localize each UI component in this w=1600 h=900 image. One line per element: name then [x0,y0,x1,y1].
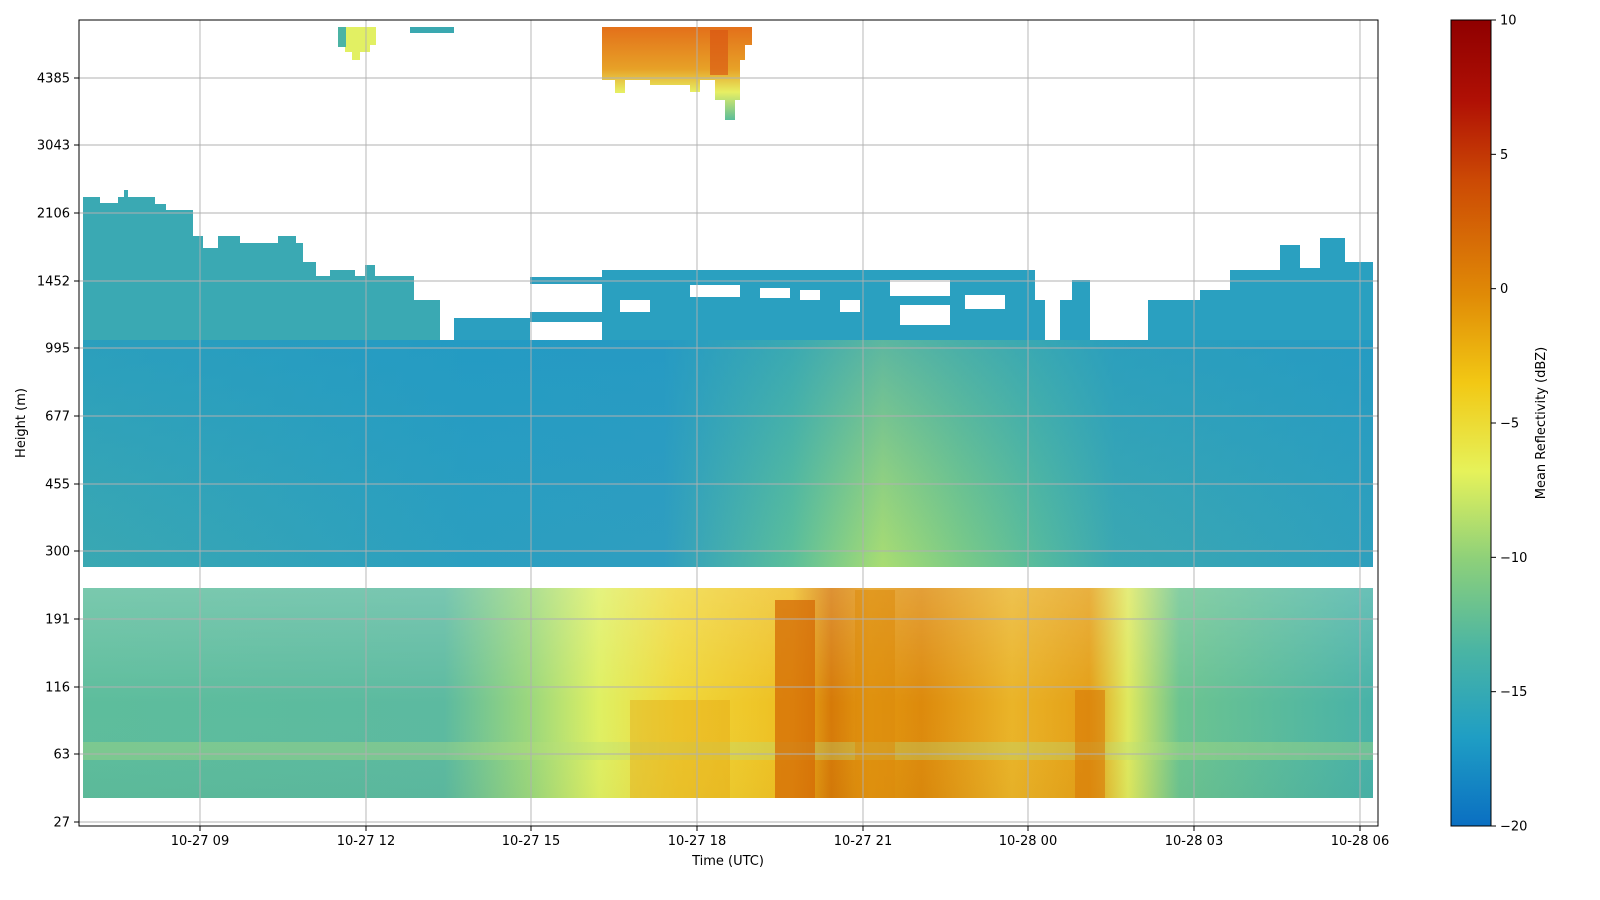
lower-layer-shade [83,588,1373,798]
colorbar-label: Mean Reflectivity (dBZ) [1534,347,1549,500]
high-cloud-core [710,30,728,75]
colorbar-tick-label: 10 [1500,14,1517,29]
colorbar-tick-label: −10 [1500,551,1527,566]
colorbar-tick-label: 5 [1500,148,1508,163]
grid-lines [79,20,1378,826]
colorbar: 10 5 0 −5 −10 −15 −20 Mean Reflectivity (dBZ) [1450,14,1549,835]
x-tick-label: 10-28 00 [999,834,1057,849]
x-tick-label: 10-27 09 [171,834,229,849]
core-1 [775,600,815,798]
y-tick-label: 116 [45,681,70,696]
reflectivity-field [83,27,1373,798]
colorbar-tick-label: −20 [1500,820,1527,835]
colorbar-gradient [1450,19,1492,827]
core-3 [1075,690,1105,798]
x-tick-label: 10-27 18 [668,834,726,849]
upper-layer-shade [83,340,1373,567]
y-tick-label: 455 [45,478,70,493]
y-tick-label: 1452 [37,275,70,290]
lower-layer-stripe [83,742,1373,760]
x-tick-label: 10-28 03 [1165,834,1223,849]
x-axis-label: Time (UTC) [691,854,764,869]
x-tick-label: 10-27 15 [502,834,560,849]
colorbar-tick-label: −5 [1500,417,1519,432]
y-tick-label: 63 [53,748,70,763]
y-tick-label: 27 [53,816,70,831]
y-tick-label: 300 [45,545,70,560]
left-cloud-block [83,190,440,340]
x-tick-label: 10-27 21 [834,834,892,849]
colorbar-tick-label: −15 [1500,685,1527,700]
y-tick-label: 191 [45,613,70,628]
core-2 [855,590,895,798]
y-axis: 27 63 116 191 300 455 677 995 1452 2106 3043 4385 [37,72,79,831]
plot-frame [78,19,1379,827]
y-tick-label: 677 [45,410,70,425]
y-tick-label: 995 [45,342,70,357]
high-cloud-small [338,27,376,60]
thin-cloud-line-2 [530,312,602,322]
colorbar-ticks: 10 5 0 −5 −10 −15 −20 [1491,14,1527,835]
x-tick-label: 10-27 12 [337,834,395,849]
cloud-gaps [620,280,1145,340]
high-cloud-small-edge [338,27,346,47]
high-cloud-wisp [410,27,454,33]
y-tick-label: 3043 [37,139,70,154]
thin-cloud-line [530,277,610,284]
y-tick-label: 4385 [37,72,70,87]
right-cloud-block [602,238,1373,340]
y-axis-label: Height (m) [14,388,29,458]
mid-cloud-strip [454,318,530,340]
x-tick-label: 10-28 06 [1331,834,1389,849]
x-axis: 10-27 09 10-27 12 10-27 15 10-27 18 10-27 21… [171,826,1389,849]
colorbar-tick-label: 0 [1500,282,1508,297]
core-4 [630,700,730,798]
y-tick-label: 2106 [37,207,70,222]
